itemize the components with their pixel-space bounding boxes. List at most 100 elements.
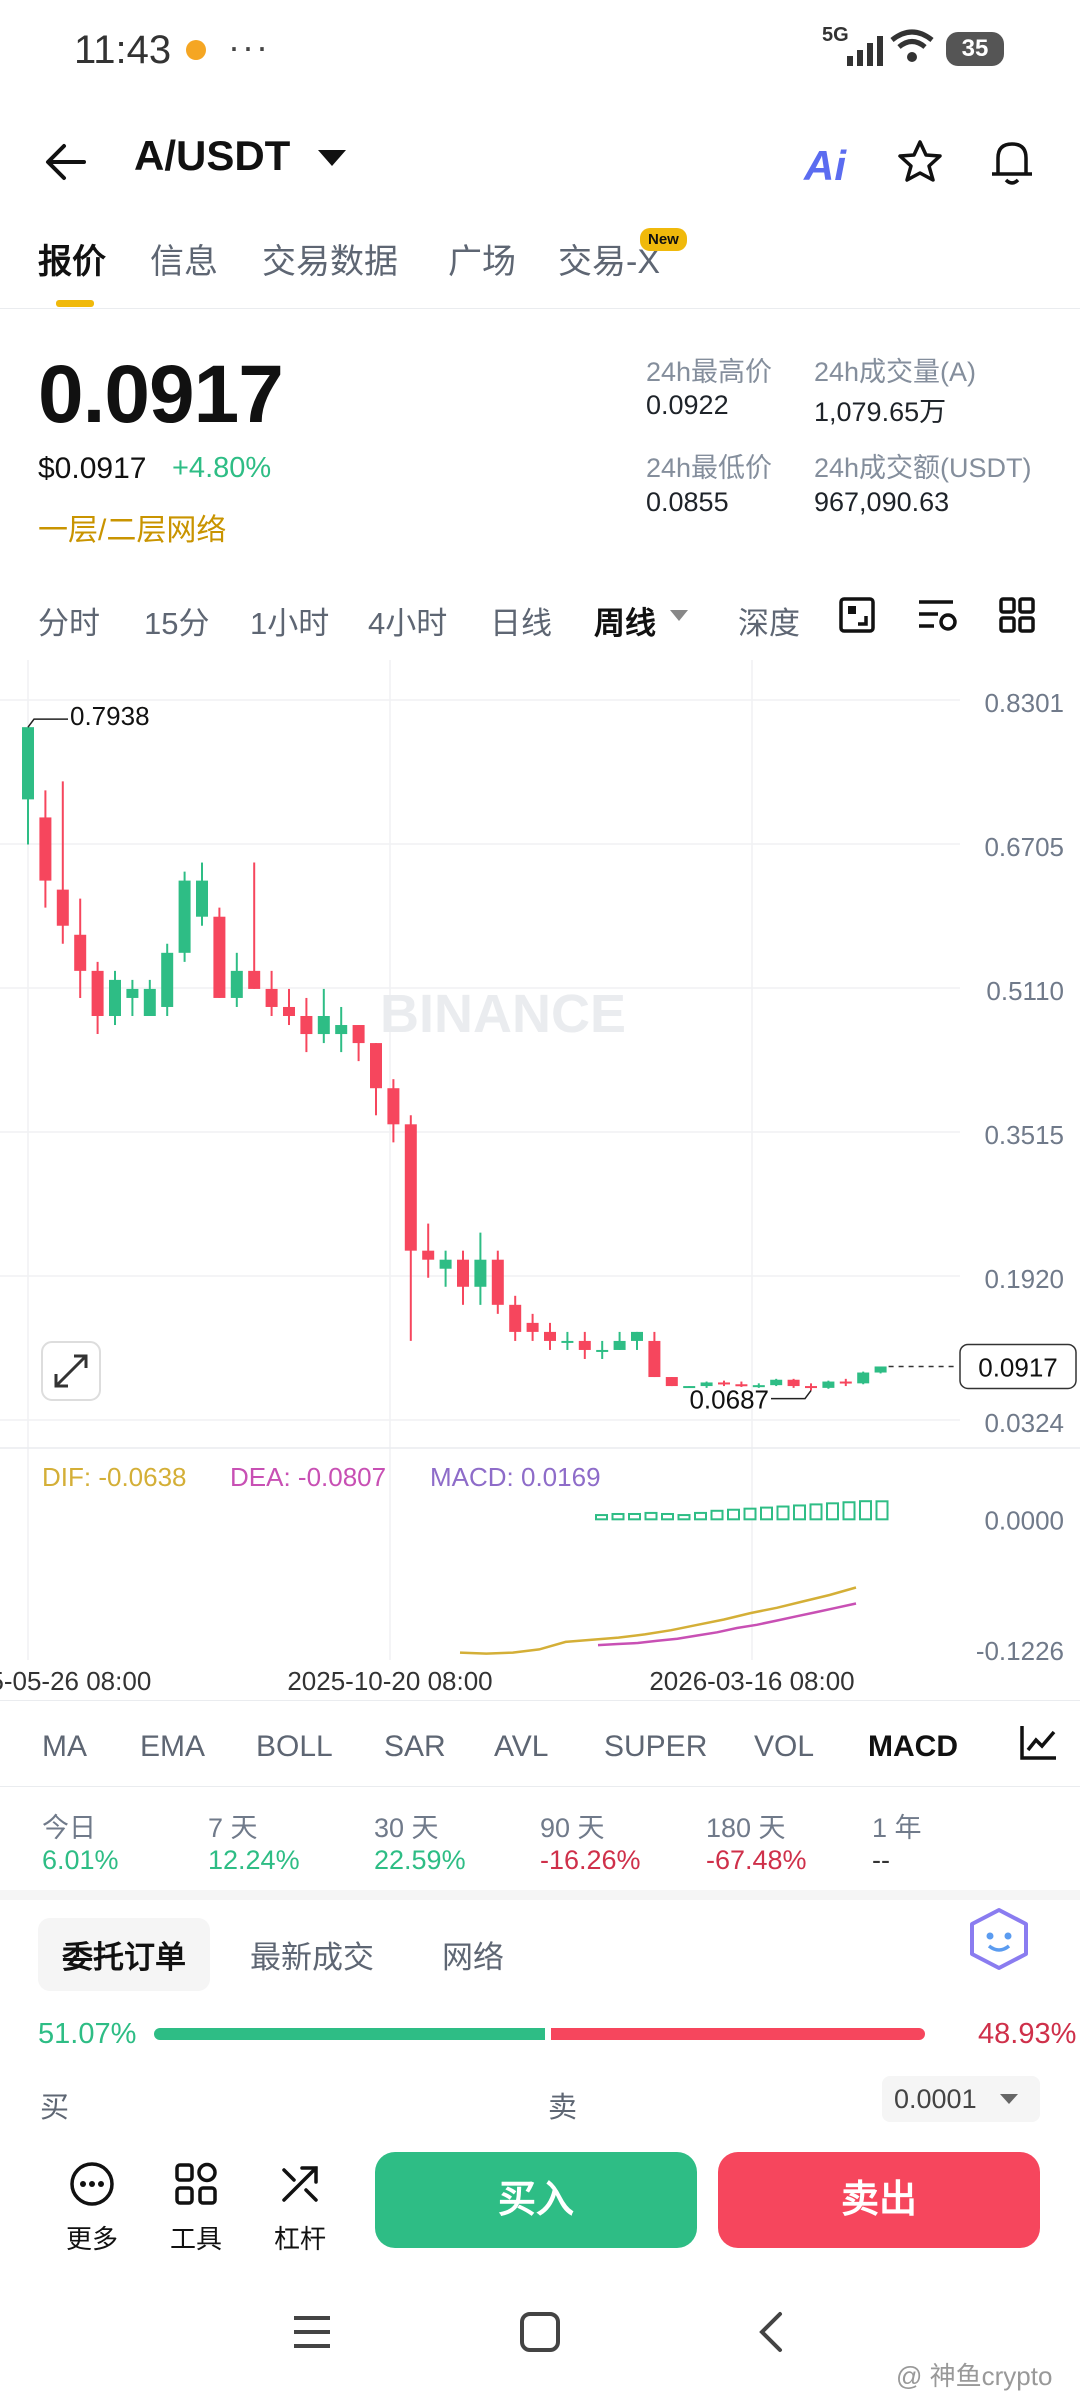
interval-1h[interactable]: 1小时	[250, 606, 330, 641]
ai-assistant-button[interactable]: Ai	[804, 142, 846, 189]
precision-select[interactable]: 0.0001	[882, 2076, 1040, 2122]
back-arrow-icon[interactable]	[44, 140, 88, 184]
tab-quote[interactable]: 报价	[38, 243, 106, 281]
status-time: 11:43	[74, 28, 172, 72]
interval-depth[interactable]: 深度	[738, 606, 800, 641]
bell-icon[interactable]	[988, 136, 1036, 188]
expand-chart-button[interactable]	[41, 1341, 101, 1401]
menu-nav-icon[interactable]	[290, 2310, 334, 2354]
y-tick-label: 0.0324	[984, 1408, 1064, 1438]
indicator-avl[interactable]: AVL	[494, 1730, 549, 1763]
macd-histogram-bar	[875, 1500, 889, 1521]
candle-body	[561, 1340, 574, 1343]
candle-body	[74, 934, 87, 971]
tab-square[interactable]: 广场	[448, 243, 516, 281]
candlestick-chart[interactable]: BINANCE 0.83010.67050.51100.35150.19200.…	[0, 660, 1080, 1700]
candle-body	[474, 1259, 487, 1287]
interval-15m[interactable]: 15分	[144, 606, 210, 641]
leverage-button[interactable]: 杠杆	[260, 2160, 340, 2256]
interval-4h[interactable]: 4小时	[368, 606, 448, 641]
status-more: ···	[228, 26, 270, 67]
interval-timeshare[interactable]: 分时	[38, 606, 100, 641]
pair-dropdown-icon[interactable]	[318, 150, 346, 166]
home-nav-icon[interactable]	[518, 2310, 562, 2354]
candle-body	[317, 1015, 330, 1035]
macd-histogram-bar	[611, 1512, 625, 1521]
tools-label: 工具	[169, 2224, 222, 2254]
perf-label: 90 天	[540, 1813, 605, 1843]
tools-button[interactable]: 工具	[156, 2160, 236, 2256]
candle-body	[56, 889, 69, 926]
macd-histogram-bar	[644, 1511, 658, 1521]
candle-body	[596, 1349, 609, 1352]
low-value: 0.0855	[646, 487, 729, 517]
more-label: 更多	[65, 2224, 118, 2254]
tab-info[interactable]: 信息	[150, 243, 218, 281]
tab-trading-data[interactable]: 交易数据	[262, 243, 398, 281]
chart-type-icon[interactable]	[838, 596, 876, 634]
price-markers: 0.7938 0.0687 0.0917	[27, 701, 1077, 1415]
grid-layout-icon[interactable]	[998, 596, 1036, 634]
indicator-sar[interactable]: SAR	[384, 1730, 446, 1763]
indicator-ma[interactable]: MA	[42, 1730, 87, 1763]
candle-body	[387, 1088, 400, 1125]
indicator-settings-icon[interactable]	[1018, 1722, 1058, 1762]
perf-value: --	[872, 1845, 890, 1875]
usd-price: $0.0917	[38, 452, 147, 485]
indicator-vol[interactable]: VOL	[754, 1730, 815, 1763]
vol-a-label: 24h成交量(A)	[814, 357, 977, 387]
precision-value: 0.0001	[894, 2084, 977, 2114]
candle-body	[439, 1259, 452, 1269]
interval-dropdown-icon[interactable]	[670, 610, 688, 621]
candle-body	[718, 1382, 730, 1385]
candle-body	[404, 1124, 417, 1251]
y-tick-label: 0.3515	[984, 1120, 1064, 1150]
time-axis: 2025-05-26 08:00 2025-10-20 08:00 2026-03-…	[0, 1666, 855, 1696]
candle-body	[735, 1384, 748, 1387]
interval-daily[interactable]: 日线	[490, 606, 552, 641]
perf-label: 1 年	[872, 1813, 922, 1843]
macd-legend-label: MACD: 0.0169	[430, 1462, 601, 1492]
buy-ratio-bar	[154, 2028, 545, 2040]
indicator-macd[interactable]: MACD	[868, 1730, 958, 1763]
candle-body	[874, 1366, 887, 1373]
candle-body	[857, 1372, 870, 1384]
buy-button[interactable]: 买入	[375, 2152, 697, 2248]
network-type: 5G	[822, 24, 849, 46]
tab-order-book[interactable]: 委托订单	[38, 1918, 210, 1991]
x-tick-label: 2025-05-26 08:00	[0, 1666, 151, 1696]
last-price-label: 0.0917	[978, 1352, 1058, 1382]
macd-histogram-bar	[677, 1514, 691, 1521]
tab-latest-trades[interactable]: 最新成交	[250, 1940, 374, 1975]
chart-settings-icon[interactable]	[916, 596, 958, 634]
sell-ratio-bar	[550, 2028, 925, 2040]
macd-histogram-bar	[661, 1512, 674, 1521]
star-icon[interactable]	[896, 138, 944, 186]
candle-body	[787, 1379, 800, 1387]
indicator-ema[interactable]: EMA	[140, 1730, 206, 1763]
tab-trade-x[interactable]: 交易-X	[558, 243, 660, 281]
x-tick-label: 2025-10-20 08:00	[287, 1666, 492, 1696]
tab-network[interactable]: 网络	[442, 1940, 504, 1975]
macd-histogram-bar	[760, 1506, 773, 1521]
indicator-boll[interactable]: BOLL	[256, 1730, 333, 1763]
sell-button[interactable]: 卖出	[718, 2152, 1040, 2248]
indicator-super[interactable]: SUPER	[604, 1730, 708, 1763]
divider	[0, 1700, 1080, 1701]
more-button[interactable]: 更多	[52, 2160, 132, 2256]
pair-selector[interactable]: A/USDT	[134, 132, 291, 179]
back-nav-icon[interactable]	[750, 2310, 794, 2354]
candle-body	[178, 880, 191, 953]
tools-icon	[175, 2162, 217, 2205]
candle-body	[352, 1025, 365, 1044]
buy-ratio: 51.07%	[38, 2018, 137, 2050]
weibo-notification-icon	[186, 40, 206, 60]
interval-weekly[interactable]: 周线	[594, 606, 656, 641]
vol-a-value: 1,079.65万	[814, 397, 947, 427]
price-axis: 0.8301 0.6705 0.5110 0.3515 0.1920 0.0324	[984, 688, 1064, 1438]
more-icon	[70, 2162, 114, 2206]
candle-body	[248, 970, 261, 989]
network-layer-link[interactable]: 一层/二层网络	[38, 514, 227, 547]
active-tab-indicator	[56, 300, 94, 307]
ai-bot-icon[interactable]	[966, 1906, 1032, 1972]
